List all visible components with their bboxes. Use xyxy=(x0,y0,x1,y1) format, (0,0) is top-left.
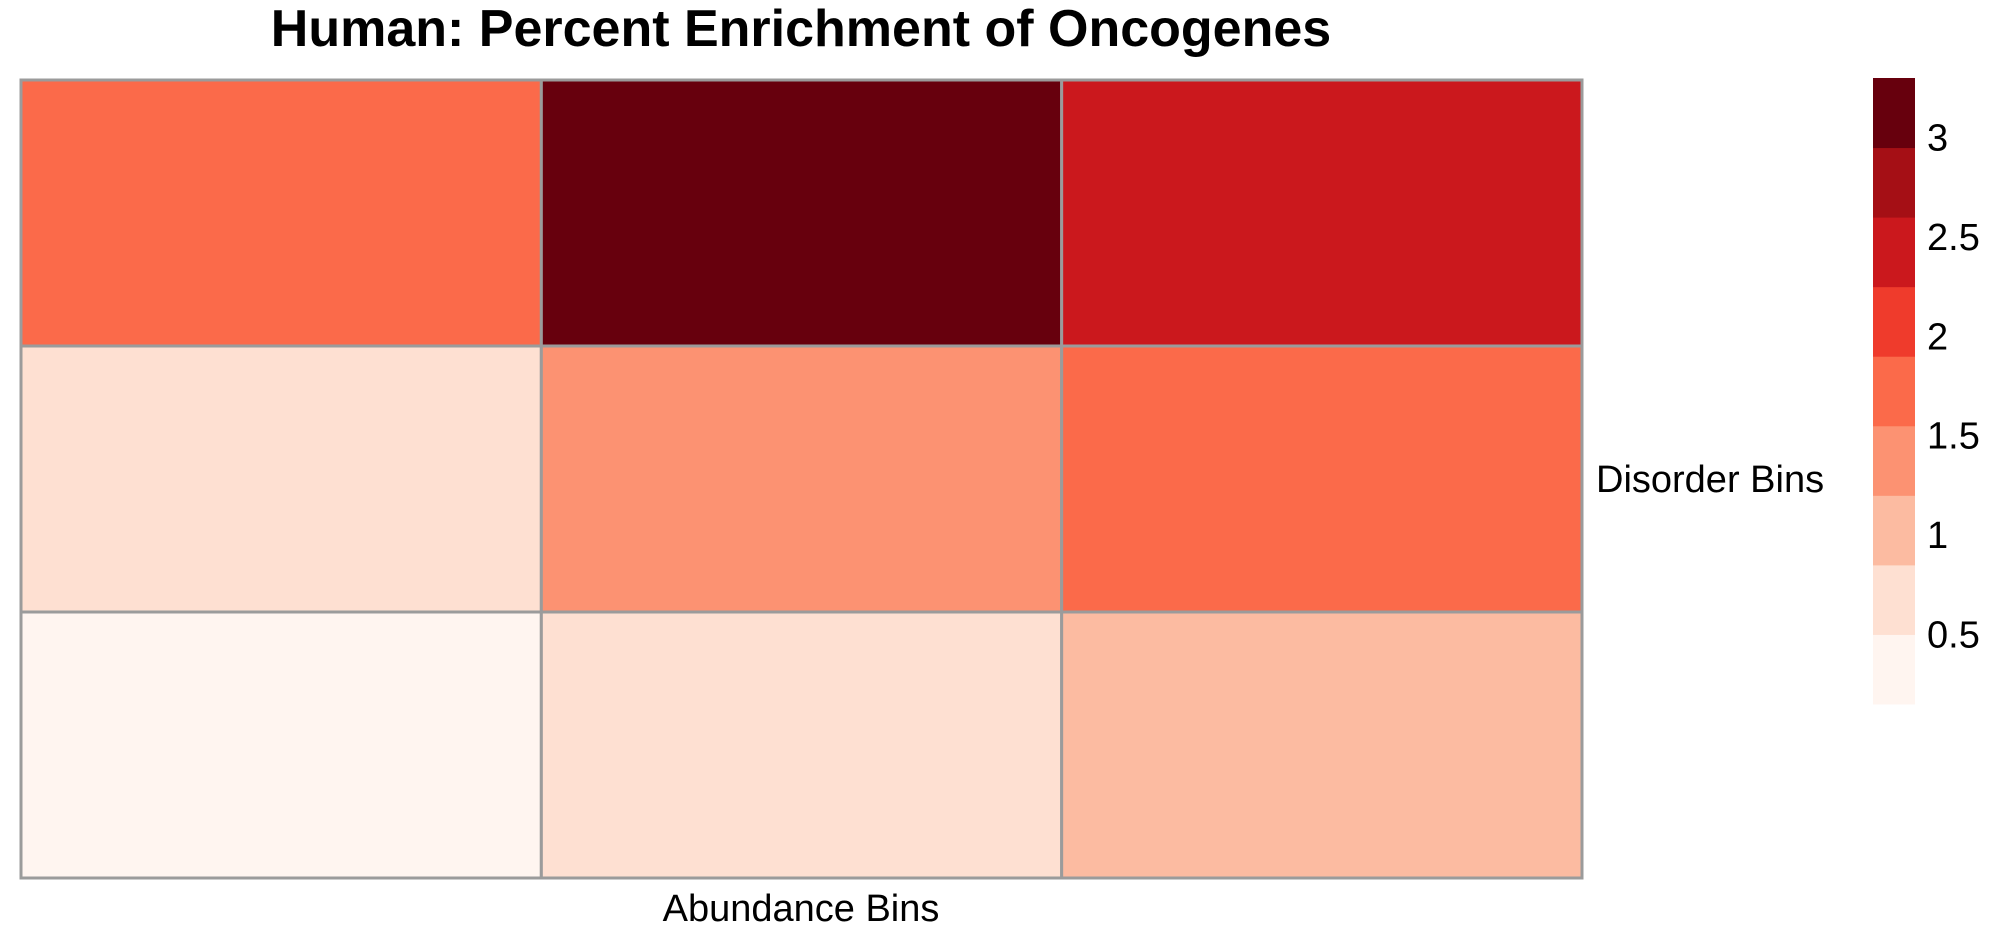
legend-tick-label: 0.5 xyxy=(1927,614,1980,656)
legend-swatch-6 xyxy=(1873,286,1915,357)
heatmap-cell-r2-c3 xyxy=(1060,344,1584,614)
heatmap-cell-r1-c1 xyxy=(19,78,543,348)
x-axis-label: Abundance Bins xyxy=(663,888,940,930)
legend-swatch-2 xyxy=(1873,564,1915,635)
chart-title: Human: Percent Enrichment of Oncogenes xyxy=(271,0,1331,58)
color-legend: 3 2.5 2 1.5 1 0.5 xyxy=(1873,78,1980,705)
legend-tick-label: 3 xyxy=(1927,118,1948,160)
legend-swatch-9 xyxy=(1873,78,1915,149)
heatmap-cell-r1-c2 xyxy=(539,78,1064,348)
heatmap-cell-r3-c2 xyxy=(539,610,1064,880)
y-axis-label: Disorder Bins xyxy=(1596,459,1824,501)
legend-swatch-5 xyxy=(1873,356,1915,427)
legend-swatch-4 xyxy=(1873,425,1915,496)
heatmap-cells xyxy=(19,78,1584,880)
legend-tick-label: 1 xyxy=(1927,515,1948,557)
legend-swatch-7 xyxy=(1873,217,1915,288)
legend-swatch-1 xyxy=(1873,634,1915,705)
legend-tick-label: 2 xyxy=(1927,316,1948,358)
legend-tick-label: 1.5 xyxy=(1927,416,1980,458)
legend-tick-label: 2.5 xyxy=(1927,217,1980,259)
legend-swatch-3 xyxy=(1873,495,1915,566)
heatmap-cell-r2-c2 xyxy=(539,344,1064,614)
heatmap-cell-r3-c1 xyxy=(19,610,543,880)
heatmap-cell-r3-c3 xyxy=(1060,610,1584,880)
legend-swatch-8 xyxy=(1873,147,1915,218)
heatmap-cell-r1-c3 xyxy=(1060,78,1584,348)
heatmap-cell-r2-c1 xyxy=(19,344,543,614)
